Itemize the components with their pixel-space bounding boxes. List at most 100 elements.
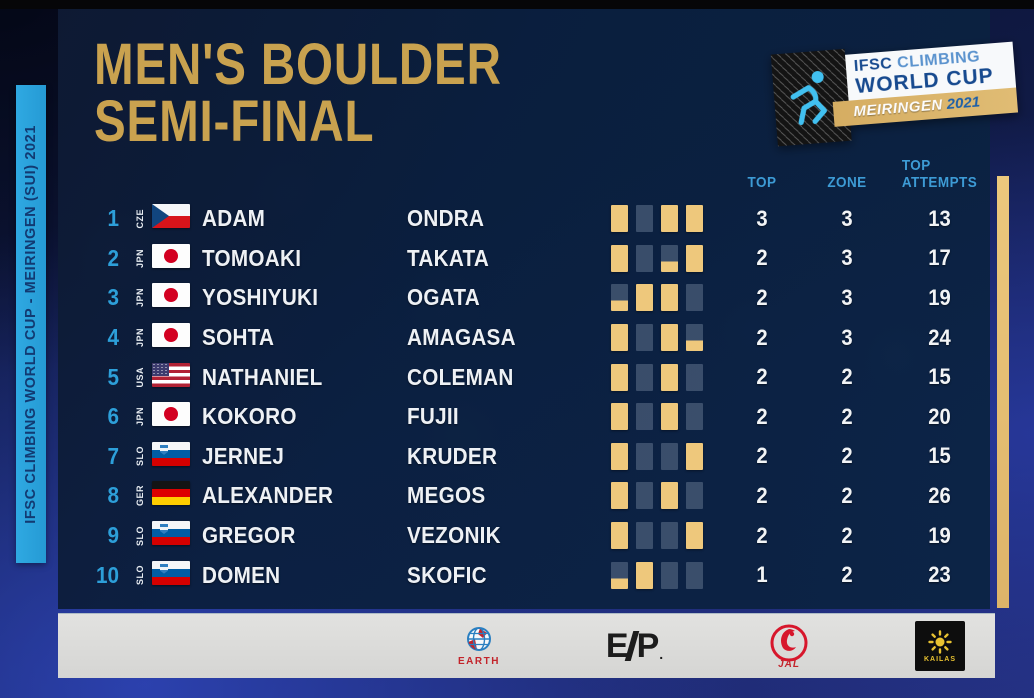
column-header-zone: ZONE bbox=[827, 174, 867, 191]
country-code: JPN bbox=[135, 248, 145, 268]
country-code: GER bbox=[135, 485, 145, 507]
sponsor-jal: JAL bbox=[769, 623, 809, 670]
table-row: 1 CZE ADAM ONDRA 3 3 13 bbox=[58, 199, 990, 239]
event-badge-text: IFSC CLIMBING WORLD CUP MEIRINGEN 2021 bbox=[832, 41, 1019, 141]
boulder-2-none-indicator bbox=[636, 482, 653, 510]
boulder-indicators bbox=[597, 284, 717, 312]
boulder-3-none-indicator bbox=[661, 442, 678, 470]
table-row: 6 JPN KOKORO FUJII 2 2 20 bbox=[58, 397, 990, 437]
event-badge: IFSC CLIMBING WORLD CUP MEIRINGEN 2021 bbox=[770, 36, 1019, 147]
boulder-2-none-indicator bbox=[636, 244, 653, 272]
boulder-1-top-indicator bbox=[611, 324, 628, 352]
boulder-3-top-indicator bbox=[661, 363, 678, 391]
sponsor-earth-label: EARTH bbox=[458, 656, 500, 667]
boulder-1-zone-indicator bbox=[611, 561, 628, 589]
athlete-last-name: KRUDER bbox=[407, 442, 498, 469]
boulder-2-none-indicator bbox=[636, 363, 653, 391]
top-count: 2 bbox=[756, 443, 768, 469]
results-panel: MEN'S BOULDER SEMI-FINAL IFSC CLIMBING W… bbox=[58, 9, 1019, 609]
table-header-row: TOP ZONE TOP ATTEMPTS bbox=[58, 137, 990, 191]
ep-logo: E P. bbox=[605, 627, 664, 666]
athlete-last-name: AMAGASA bbox=[407, 324, 516, 351]
boulder-4-none-indicator bbox=[686, 363, 703, 391]
boulder-indicators bbox=[597, 403, 717, 431]
boulder-1-top-indicator bbox=[611, 442, 628, 470]
boulder-4-zone-indicator bbox=[686, 324, 703, 352]
boulder-3-top-indicator bbox=[661, 324, 678, 352]
top-count: 2 bbox=[756, 522, 768, 548]
table-row: 4 JPN SOHTA AMAGASA 2 3 24 bbox=[58, 318, 990, 358]
athlete-last-name: OGATA bbox=[407, 284, 481, 311]
climber-icon bbox=[770, 48, 852, 147]
athlete-first-name: NATHANIEL bbox=[202, 363, 323, 390]
boulder-indicators bbox=[597, 442, 717, 470]
top-attempts-count: 17 bbox=[928, 245, 951, 271]
country-code: JPN bbox=[135, 328, 145, 348]
top-attempts-count: 15 bbox=[928, 443, 951, 469]
athlete-last-name: SKOFIC bbox=[407, 561, 487, 588]
boulder-1-top-indicator bbox=[611, 522, 628, 550]
event-side-ribbon-text: IFSC CLIMBING WORLD CUP - MEIRINGEN (SUI… bbox=[23, 124, 39, 524]
top-count: 1 bbox=[756, 562, 768, 588]
athlete-last-name: COLEMAN bbox=[407, 363, 514, 390]
kailas-logo: KAILAS bbox=[914, 621, 965, 671]
boulder-4-none-indicator bbox=[686, 561, 703, 589]
boulder-3-top-indicator bbox=[661, 482, 678, 510]
country-code: SLO bbox=[135, 565, 145, 586]
sponsor-kailas-label: KAILAS bbox=[923, 655, 957, 663]
column-header-top: TOP bbox=[747, 174, 777, 191]
zone-count: 3 bbox=[841, 245, 853, 271]
flag-jpn-icon bbox=[152, 323, 190, 348]
athlete-first-name: SOHTA bbox=[202, 324, 275, 351]
sponsor-logos: EARTH E P. JAL bbox=[458, 621, 965, 671]
boulder-4-top-indicator bbox=[686, 205, 703, 233]
rank-number: 1 bbox=[107, 205, 119, 232]
top-attempts-count: 15 bbox=[928, 364, 951, 390]
rank-number: 6 bbox=[107, 403, 119, 430]
rank-number: 4 bbox=[107, 324, 119, 351]
table-row: 5 USA NATHANIEL COLEMAN 2 2 15 bbox=[58, 357, 990, 397]
athlete-first-name: ALEXANDER bbox=[202, 482, 334, 509]
table-row: 2 JPN TOMOAKI TAKATA 2 3 17 bbox=[58, 239, 990, 279]
boulder-4-top-indicator bbox=[686, 522, 703, 550]
country-code: USA bbox=[135, 366, 145, 388]
top-attempts-count: 19 bbox=[928, 284, 951, 310]
athlete-first-name: DOMEN bbox=[202, 561, 281, 588]
sponsor-earth: EARTH bbox=[458, 625, 500, 667]
boulder-4-top-indicator bbox=[686, 442, 703, 470]
table-row: 3 JPN YOSHIYUKI OGATA 2 3 19 bbox=[58, 278, 990, 318]
event-side-ribbon: IFSC CLIMBING WORLD CUP - MEIRINGEN (SUI… bbox=[16, 85, 46, 563]
top-count: 2 bbox=[756, 284, 768, 310]
boulder-3-top-indicator bbox=[661, 284, 678, 312]
column-header-top-attempts: TOP ATTEMPTS bbox=[901, 157, 978, 191]
sponsor-kailas: KAILAS bbox=[914, 621, 965, 671]
athlete-last-name: FUJII bbox=[407, 403, 459, 430]
top-count: 2 bbox=[756, 324, 768, 350]
top-attempts-count: 19 bbox=[928, 522, 951, 548]
boulder-1-top-indicator bbox=[611, 403, 628, 431]
flag-ger-icon bbox=[152, 481, 190, 506]
zone-count: 3 bbox=[841, 205, 853, 231]
boulder-indicators bbox=[597, 363, 717, 391]
top-count: 3 bbox=[756, 205, 768, 231]
top-attempts-count: 24 bbox=[928, 324, 951, 350]
top-count: 2 bbox=[756, 482, 768, 508]
boulder-3-none-indicator bbox=[661, 522, 678, 550]
boulder-4-none-indicator bbox=[686, 284, 703, 312]
boulder-2-none-indicator bbox=[636, 442, 653, 470]
earth-globe-icon bbox=[466, 627, 491, 651]
athlete-last-name: VEZONIK bbox=[407, 522, 501, 549]
zone-count: 3 bbox=[841, 324, 853, 350]
boulder-2-top-indicator bbox=[636, 284, 653, 312]
boulder-4-none-indicator bbox=[686, 403, 703, 431]
athlete-first-name: JERNEJ bbox=[202, 442, 285, 469]
athlete-first-name: YOSHIYUKI bbox=[202, 284, 319, 311]
zone-count: 2 bbox=[841, 482, 853, 508]
athlete-last-name: TAKATA bbox=[407, 244, 490, 271]
sponsor-ep: E P. bbox=[605, 627, 664, 666]
country-code: JPN bbox=[135, 288, 145, 308]
boulder-3-top-indicator bbox=[661, 205, 678, 233]
boulder-indicators bbox=[597, 522, 717, 550]
page-title-line1: MEN'S BOULDER bbox=[94, 32, 502, 97]
country-code: SLO bbox=[135, 525, 145, 546]
